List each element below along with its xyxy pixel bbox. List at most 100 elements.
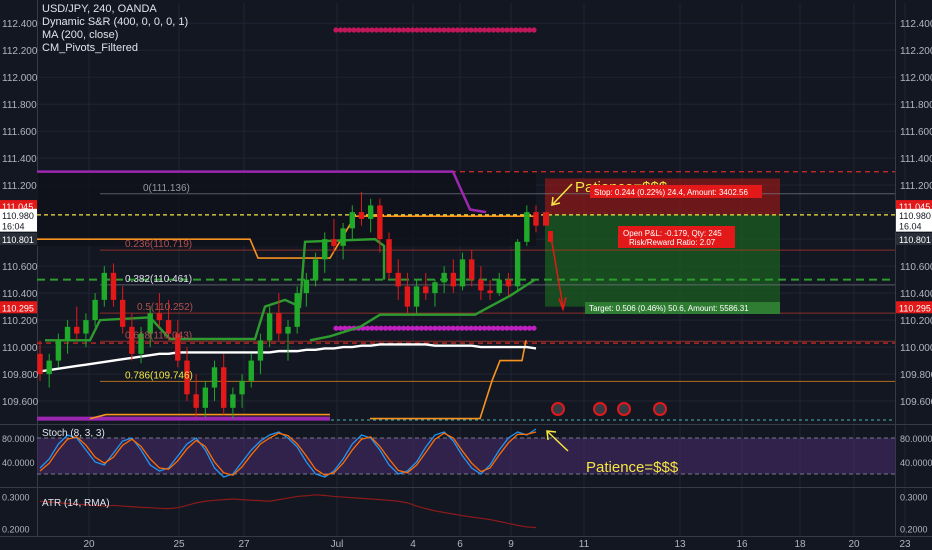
pivot-dot-top — [418, 27, 425, 33]
trade-zones — [37, 171, 780, 307]
price-tag-right-text: 110.980 — [899, 211, 931, 221]
price-tag-left — [0, 233, 37, 246]
chart-legend: USD/JPY, 240, OANDA Dynamic S&R (400, 0,… — [42, 3, 188, 55]
patience-label-bottom: Patience=$$$ — [586, 459, 679, 476]
candle-body — [101, 272, 108, 300]
pivot-dot-top — [373, 27, 380, 33]
candle-body — [55, 340, 62, 361]
candlesticks — [37, 191, 553, 419]
candle-body — [165, 320, 172, 334]
y-tick-label: 110.400 — [900, 289, 932, 300]
pivot-dot-mid — [369, 325, 375, 331]
candle-body — [285, 326, 291, 334]
candle-body — [138, 333, 144, 354]
price-tag-left-text: 111.045 — [2, 202, 33, 212]
pivot-dot-mid — [387, 325, 393, 331]
y-tick-label-left: 110.600 — [2, 262, 38, 273]
candle-body — [533, 212, 539, 226]
pivot-dot-mid — [414, 325, 420, 331]
y-tick-label: 112.400 — [900, 19, 932, 30]
pivot-dot-mid — [504, 325, 510, 331]
pivot-dot-top — [342, 27, 348, 33]
pivot-dot-mid — [418, 325, 425, 331]
projection-arrow-head — [558, 296, 567, 312]
candle-body — [367, 205, 374, 219]
y-tick-label-left: 112.400 — [2, 19, 38, 30]
fib-level-label: 0.618(110.043) — [125, 330, 192, 341]
pivot-dot-top — [450, 27, 456, 33]
rr-ratio-text: Risk/Reward Ratio: 2.07 — [629, 238, 716, 247]
pivot-dot-mid — [531, 325, 537, 331]
y-tick-label-left: 111.600 — [2, 127, 37, 138]
event-marker — [593, 402, 607, 416]
pivot-dot-mid — [477, 325, 483, 331]
y-tick-label-left: 110.200 — [2, 316, 38, 327]
stoch-panel: 80.0000 40.0000 80.0000 40.0000 Patience=$$$ — [2, 428, 932, 478]
pivot-dot-top — [364, 27, 371, 33]
pivot-dot-top — [522, 27, 528, 33]
pivot-dot-top — [468, 27, 474, 33]
pivot-dot-mid — [490, 325, 497, 331]
stoch-series-line — [39, 428, 537, 478]
candle-body — [119, 299, 126, 327]
pivot-dot-mid — [495, 325, 501, 331]
x-tick-label: 11 — [579, 539, 590, 550]
candle-body — [432, 282, 438, 294]
atr-line — [39, 494, 537, 529]
annotation-arrow-head — [551, 196, 561, 206]
candle-body — [340, 228, 346, 246]
price-tag-right — [896, 301, 932, 314]
pivot-dot-mid — [373, 325, 380, 331]
candle-body — [377, 205, 383, 240]
pivot-dot-top — [400, 27, 407, 33]
pivot-dot-top — [355, 27, 362, 33]
candle-body — [220, 367, 227, 408]
event-marker — [617, 402, 631, 416]
candle-body — [74, 326, 80, 334]
candle-body — [303, 279, 310, 294]
pivot-dot-top — [396, 27, 402, 33]
pivot-dot-mid — [481, 325, 488, 331]
y-tick-label-left: 111.800 — [2, 100, 37, 111]
price-tag-right — [896, 219, 932, 232]
fib-level-label: 0.382(110.461) — [125, 274, 192, 285]
pivot-dot-mid — [522, 325, 528, 331]
stoch-y-tick-left: 80.0000 — [2, 434, 35, 444]
candle-body — [193, 394, 199, 408]
candle-body — [404, 286, 411, 307]
projection-arrow — [549, 230, 564, 307]
pivot-dot-mid — [459, 325, 465, 331]
candle-body — [312, 259, 319, 280]
candle-body — [211, 367, 218, 388]
pivot-dot-top — [387, 27, 393, 33]
x-tick-label: 6 — [457, 539, 463, 550]
pivot-dot-mid — [450, 325, 456, 331]
stoch-annotation-arrow-head — [546, 430, 557, 441]
legend-indicator-1: Dynamic S&R (400, 0, 0, 0, 1) — [42, 16, 189, 28]
x-tick-label: 18 — [794, 539, 806, 550]
pivot-dot-top — [441, 27, 447, 33]
pivot-dot-top — [427, 27, 434, 33]
event-marker — [551, 402, 565, 416]
pivot-dot-mid — [342, 325, 348, 331]
y-tick-label: 111.800 — [900, 100, 932, 111]
pivot-dot-top — [454, 27, 461, 33]
pivot-dot-mid — [486, 325, 492, 331]
x-tick-label: 20 — [848, 539, 860, 550]
pivot-dot-top — [391, 27, 398, 33]
pivot-dot-mid — [441, 325, 447, 331]
pivot-dot-top — [490, 27, 497, 33]
pivot-dot-top — [432, 27, 438, 33]
fib-level-label: 0.786(109.746) — [125, 370, 193, 381]
pivot-dot-top — [333, 27, 339, 33]
atr-y-tick: 0.3000 — [900, 492, 928, 502]
sr-green — [45, 237, 536, 342]
pl-label-box — [618, 226, 735, 248]
y-tick-label-left: 110.000 — [2, 343, 38, 354]
candle-body — [423, 286, 429, 294]
pivot-dot-top — [508, 27, 515, 33]
candle-body — [524, 212, 530, 242]
price-tag-left — [0, 301, 37, 314]
candle-body — [257, 340, 264, 361]
